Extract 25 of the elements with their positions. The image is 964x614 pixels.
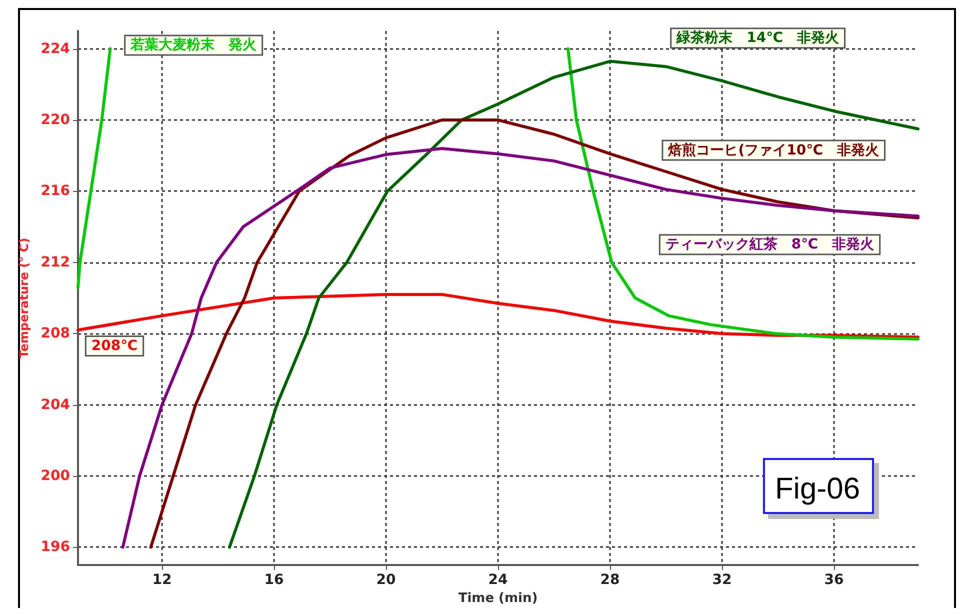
line-series: [228, 60, 920, 549]
x-tick-label: 16: [264, 572, 284, 588]
series-label: 208℃: [91, 338, 138, 354]
y-tick-label: 224: [40, 40, 70, 57]
x-tick-label: 32: [712, 572, 732, 588]
line-series: [76, 292, 920, 339]
series-label: 若葉大麦粉末 発火: [130, 37, 258, 54]
y-tick-label: 196: [40, 539, 70, 556]
y-tick-label: 204: [40, 396, 70, 413]
x-tick-label: 12: [152, 572, 172, 588]
y-tick-label: 200: [40, 468, 70, 484]
x-axis-title: Time (min): [458, 590, 538, 606]
series-label: ティーバック紅茶 8℃ 非発火: [665, 236, 876, 253]
y-tick-label: 212: [40, 254, 70, 270]
y-axis-title: Temperature (° C): [16, 238, 31, 358]
series-label: 焙煎コーヒ(ファイ10℃ 非発火: [667, 141, 880, 158]
x-tick-label: 20: [376, 572, 396, 588]
y-tick-label: 208: [40, 326, 70, 342]
series-label: 緑茶粉末 14℃ 非発火: [676, 30, 840, 46]
y-tick-label: 220: [40, 112, 70, 128]
y-tick-label: 216: [40, 183, 70, 200]
x-tick-label: 28: [600, 572, 620, 588]
annotation: Fig-06: [774, 472, 860, 506]
x-tick-label: 24: [488, 572, 508, 588]
x-tick-label: 36: [824, 572, 844, 588]
